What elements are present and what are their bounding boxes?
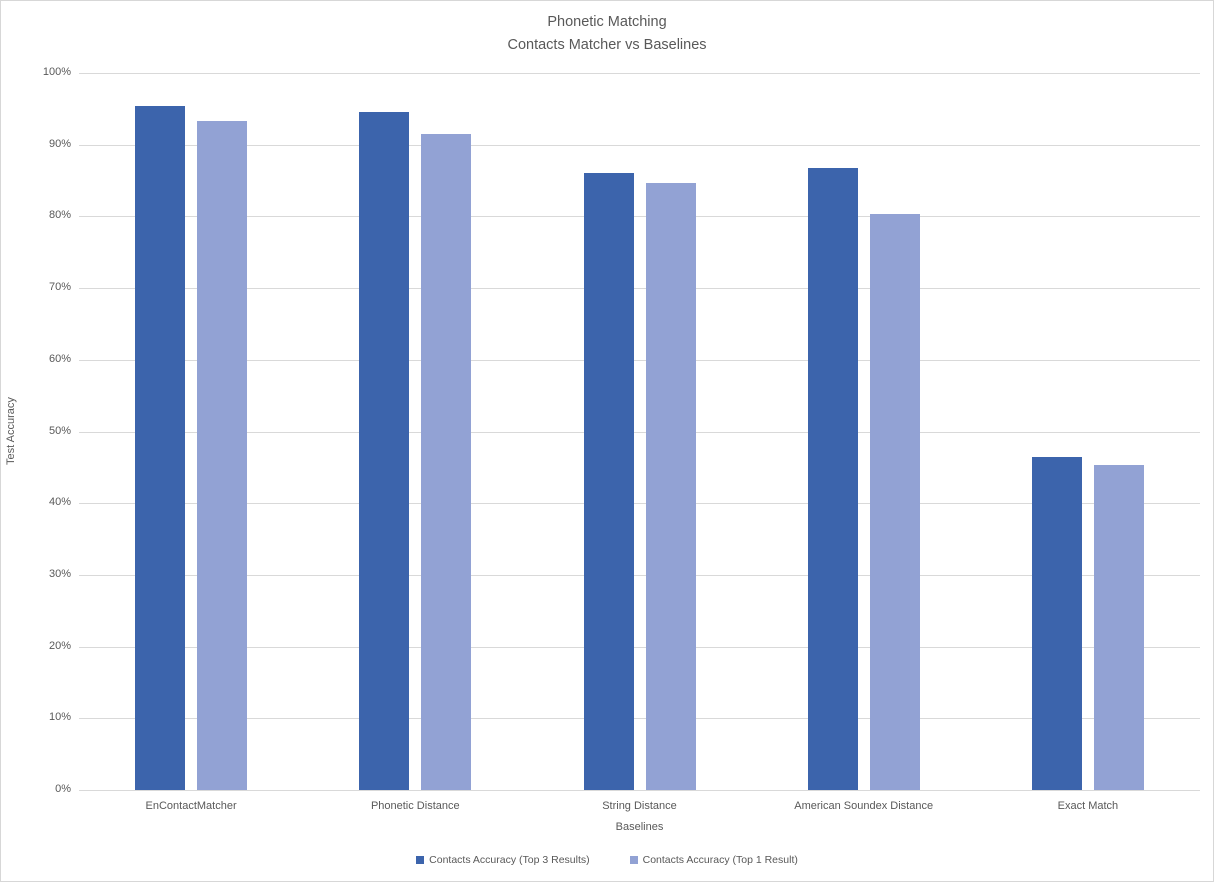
- bar-top1-2: [645, 183, 696, 790]
- legend-swatch-icon: [416, 856, 425, 864]
- gridline: [79, 216, 1200, 218]
- chart-title-line-1: Phonetic Matching: [547, 14, 667, 30]
- legend-label: Contacts Accuracy (Top 3 Results): [429, 854, 590, 866]
- gridline: [79, 144, 1200, 146]
- bar-top1-4: [1093, 465, 1144, 790]
- gridline: [79, 718, 1200, 720]
- x-category-label: Phonetic Distance: [370, 800, 460, 812]
- gridline: [79, 574, 1200, 576]
- y-tick-label: 30%: [48, 567, 71, 580]
- gridline: [79, 359, 1200, 361]
- legend-label: Contacts Accuracy (Top 1 Result): [642, 854, 798, 866]
- bar-top3-3: [807, 168, 858, 790]
- y-tick-label: 0%: [55, 783, 71, 795]
- gridline: [79, 431, 1200, 433]
- y-tick-label: 80%: [48, 209, 71, 222]
- x-axis-line: [79, 790, 1200, 791]
- legend-item: Contacts Accuracy (Top 1 Result): [629, 854, 798, 866]
- gridline: [79, 646, 1200, 648]
- legend-item: Contacts Accuracy (Top 3 Results): [416, 854, 590, 866]
- y-tick-label: 10%: [48, 711, 71, 724]
- bar-top3-4: [1031, 457, 1082, 790]
- gridline: [79, 73, 1200, 74]
- plot-area: [79, 73, 1200, 791]
- x-category-label: Exact Match: [1057, 800, 1119, 812]
- y-tick-label: 90%: [48, 137, 71, 150]
- bar-top1-0: [197, 121, 248, 790]
- chart-title: Phonetic Matching Contacts Matcher vs Ba…: [1, 11, 1213, 57]
- legend: Contacts Accuracy (Top 3 Results) Contact…: [1, 854, 1213, 866]
- x-category-label: String Distance: [602, 800, 677, 812]
- y-tick-label: 40%: [48, 496, 71, 509]
- x-category-label: American Soundex Distance: [794, 800, 934, 812]
- bar-top3-0: [135, 105, 186, 790]
- legend-swatch-icon: [629, 856, 638, 864]
- bar-top1-3: [869, 213, 920, 790]
- bar-top1-1: [421, 133, 472, 790]
- chart-title-line-2: Contacts Matcher vs Baselines: [507, 37, 707, 53]
- y-tick-label: 50%: [48, 424, 71, 437]
- y-tick-label: 60%: [48, 352, 71, 365]
- x-category-label: EnContactMatcher: [145, 800, 237, 812]
- x-axis-title: Baselines: [615, 821, 664, 833]
- y-tick-label: 20%: [48, 639, 71, 652]
- bar-top3-2: [583, 173, 634, 790]
- gridline: [79, 288, 1200, 290]
- bar-top3-1: [359, 111, 410, 790]
- gridline: [79, 503, 1200, 505]
- y-tick-label: 70%: [48, 281, 71, 294]
- y-tick-label: 100%: [42, 66, 71, 78]
